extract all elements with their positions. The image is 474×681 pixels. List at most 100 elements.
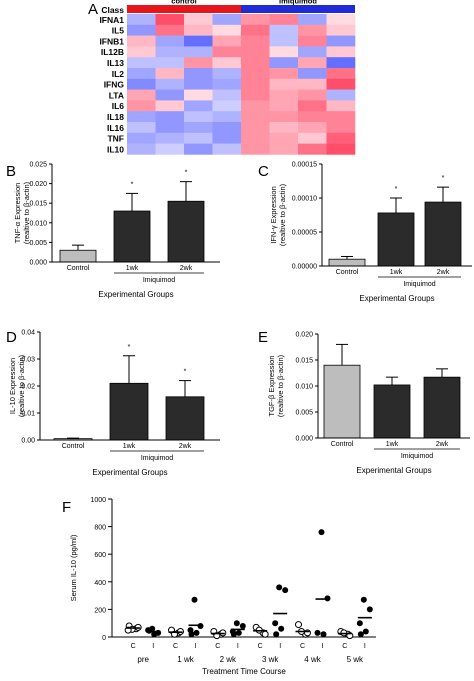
- significance-marker: *: [184, 369, 187, 376]
- y-tick-label: 0.010: [295, 384, 313, 391]
- y-tick-label: 0.025: [29, 162, 47, 169]
- y-axis-label-line2: (realtive to β-actin): [17, 354, 26, 417]
- y-tick-label: 0: [102, 635, 106, 642]
- heatmap-cell: [326, 100, 356, 112]
- heatmap-cell: [241, 143, 270, 155]
- heatmap-cell: [127, 122, 156, 134]
- heatmap-cell: [127, 14, 156, 26]
- heatmap-cell: [326, 46, 356, 58]
- heatmap-cell: [269, 132, 299, 144]
- heatmap-row-label: IL5: [112, 26, 125, 36]
- x-tick-label: Control: [331, 441, 354, 448]
- class-label-control: control: [171, 0, 196, 6]
- heatmap-cell: [326, 35, 356, 47]
- imiquimod-point: [230, 631, 237, 638]
- heatmap-cell: [212, 35, 242, 47]
- heatmap-cell: [212, 143, 242, 155]
- class-label-imiquimod: imiquimod: [279, 0, 317, 6]
- y-tick-label: 0.005: [295, 410, 313, 417]
- heatmap-cell: [212, 24, 242, 36]
- bar-2wk: [424, 201, 462, 267]
- heatmap-cell: [298, 89, 327, 101]
- x-axis-label: Experimental Groups: [359, 294, 434, 303]
- subgroup-label-c: C: [258, 643, 263, 650]
- bar-1wk: [113, 210, 151, 263]
- control-point: [295, 621, 302, 629]
- heatmap-cell: [326, 24, 356, 36]
- heatmap-cell: [155, 89, 185, 101]
- class-bar-imiquimod: [241, 5, 355, 13]
- heatmap-cell: [184, 68, 213, 80]
- heatmap-row-label: IL18: [107, 112, 124, 122]
- heatmap-cell: [241, 78, 270, 90]
- heatmap-cell: [184, 143, 213, 155]
- heatmap-cell: [184, 24, 213, 36]
- heatmap-cell: [241, 14, 270, 26]
- y-tick-label: 0.020: [295, 332, 313, 339]
- heatmap-cell: [326, 78, 356, 90]
- y-tick-label: 0.00015: [292, 162, 317, 169]
- imiquimod-point: [193, 629, 200, 636]
- heatmap-cell: [241, 35, 270, 47]
- heatmap-row-label: IFNA1: [99, 15, 124, 25]
- heatmap-cell: [184, 132, 213, 144]
- heatmap-cell: [269, 122, 299, 134]
- x-tick-label: 2wk: [179, 443, 192, 450]
- heatmap-row-label: IFNG: [104, 80, 125, 90]
- heatmap-cell: [212, 100, 242, 112]
- heatmap-cell: [241, 100, 270, 112]
- x-tick-label: 1wk: [123, 443, 136, 450]
- heatmap-cell: [241, 68, 270, 80]
- panel-letter-e: E: [258, 329, 268, 346]
- heatmap-cell: [326, 14, 356, 26]
- bar-control: [328, 258, 366, 267]
- group-label: Imiquimod: [403, 281, 435, 288]
- heatmap-row-label: TNF: [107, 134, 124, 144]
- bar-1wk: [377, 212, 415, 267]
- heatmap-cell: [155, 143, 185, 155]
- subgroup-label-c: C: [342, 643, 347, 650]
- heatmap-cell: [212, 68, 242, 80]
- heatmap-cell: [212, 122, 242, 134]
- heatmap-cell: [212, 111, 242, 123]
- imiquimod-point: [356, 620, 363, 627]
- heatmap-cell: [298, 122, 327, 134]
- imiquimod-point: [188, 631, 195, 638]
- heatmap-cell: [326, 132, 356, 144]
- x-tick-label: 1wk: [126, 265, 139, 272]
- y-axis-label-line2: (realtive to β-actin): [22, 181, 31, 244]
- heatmap-cell: [155, 46, 185, 58]
- heatmap-cell: [184, 14, 213, 26]
- heatmap-cell: [184, 35, 213, 47]
- subgroup-label-i: I: [279, 643, 281, 650]
- x-axis-label: Experimental Groups: [92, 468, 167, 477]
- bar-chart-d: 0.00 0.01 0.02 0.03 0.04 IL-10 Expression (rea…: [8, 330, 220, 477]
- heatmap-cell: [269, 35, 299, 47]
- significance-marker: *: [395, 186, 398, 193]
- timepoint-label: pre: [137, 655, 149, 664]
- heatmap-class-label: Class: [101, 5, 124, 15]
- heatmap-cell: [127, 46, 156, 58]
- y-tick-label: 800: [94, 525, 106, 532]
- x-tick-label: 2wk: [436, 441, 449, 448]
- bar-control: [323, 364, 361, 439]
- heatmap-cell: [241, 24, 270, 36]
- bar-1wk: [373, 384, 411, 439]
- imiquimod-point: [272, 620, 279, 627]
- heatmap-cell: [298, 132, 327, 144]
- heatmap-cell: [127, 100, 156, 112]
- group-label: Imiquimod: [401, 453, 433, 460]
- x-tick-label: Control: [67, 265, 90, 272]
- y-tick-label: 0.000: [295, 436, 313, 443]
- heatmap-cell: [326, 57, 356, 69]
- timepoint-label: 1 wk: [177, 655, 194, 664]
- panel-letter-f: F: [62, 499, 71, 516]
- heatmap-cell: [269, 89, 299, 101]
- heatmap-cell: [326, 111, 356, 123]
- group-label: Imiquimod: [141, 455, 173, 462]
- y-tick-label: 0.00000: [292, 264, 317, 271]
- y-tick-label: 0.015: [29, 201, 47, 208]
- heatmap-cell: [127, 24, 156, 36]
- bar-control: [59, 249, 97, 263]
